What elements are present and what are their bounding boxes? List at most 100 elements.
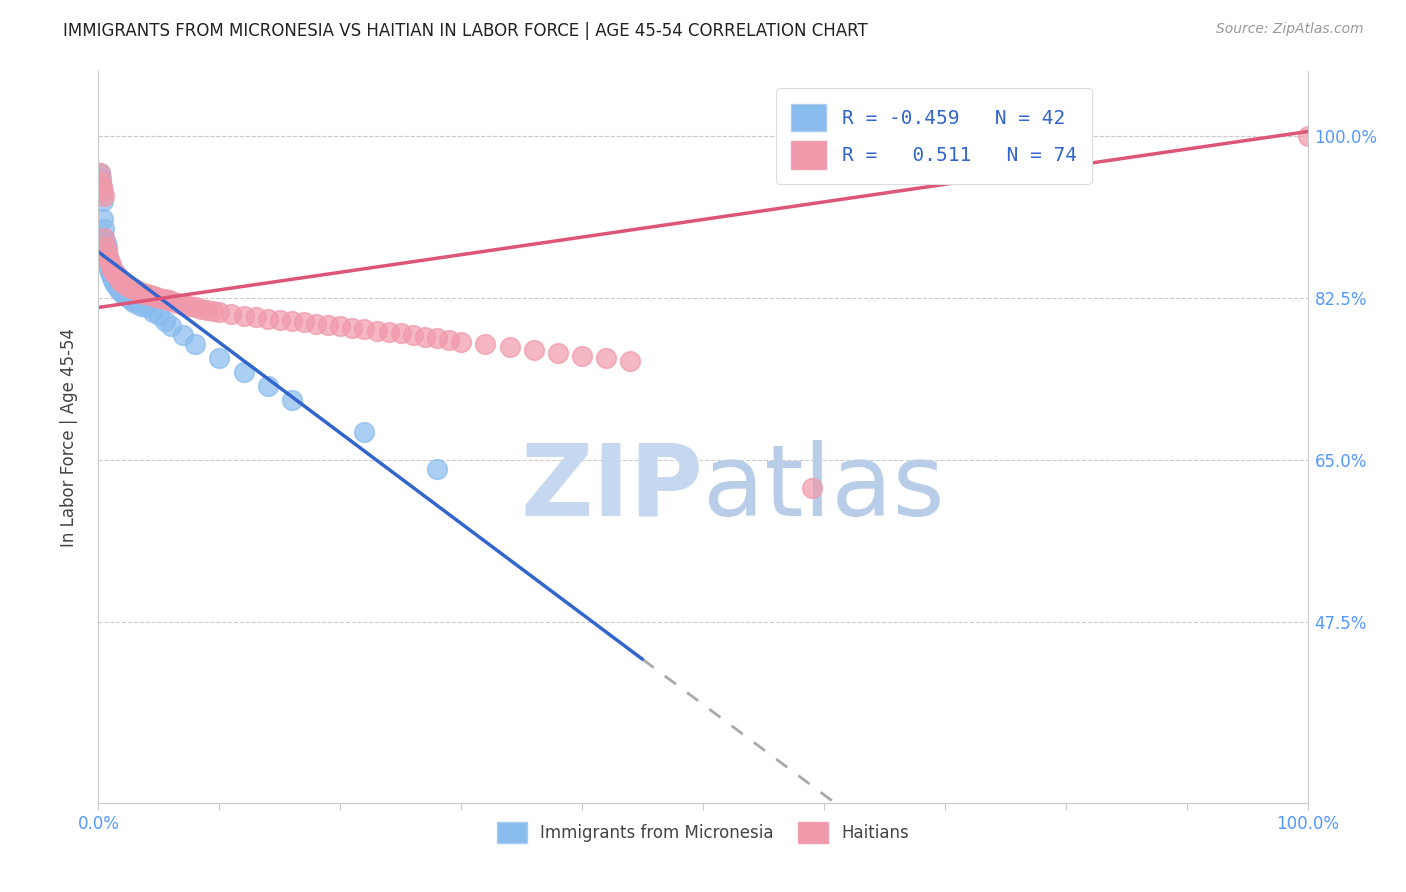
Point bbox=[91, 180, 114, 194]
Point bbox=[97, 254, 120, 268]
Point bbox=[124, 282, 146, 296]
Point bbox=[93, 189, 115, 203]
Point bbox=[100, 262, 122, 277]
Point bbox=[96, 244, 118, 259]
Point bbox=[114, 289, 136, 303]
Point bbox=[90, 170, 112, 185]
Point bbox=[93, 221, 115, 235]
Point bbox=[93, 231, 115, 245]
Point bbox=[208, 351, 231, 366]
Point bbox=[402, 328, 425, 343]
Point bbox=[132, 286, 155, 301]
Point bbox=[120, 281, 142, 295]
Point bbox=[90, 176, 112, 190]
Point bbox=[101, 273, 124, 287]
Point bbox=[208, 305, 231, 319]
Point bbox=[104, 267, 127, 281]
Point bbox=[148, 291, 170, 305]
Point bbox=[91, 212, 114, 227]
Point bbox=[202, 304, 225, 318]
Point bbox=[305, 317, 328, 331]
Point bbox=[245, 310, 267, 324]
Point bbox=[94, 240, 117, 254]
Text: Source: ZipAtlas.com: Source: ZipAtlas.com bbox=[1216, 22, 1364, 37]
Point bbox=[281, 314, 304, 328]
Point bbox=[129, 285, 152, 299]
Point bbox=[292, 315, 315, 329]
Point bbox=[166, 295, 188, 310]
Point bbox=[377, 326, 399, 340]
Point bbox=[190, 302, 212, 317]
Point bbox=[342, 321, 364, 335]
Point bbox=[148, 308, 170, 322]
Point bbox=[389, 326, 412, 341]
Point bbox=[195, 303, 218, 318]
Point bbox=[232, 309, 254, 323]
Point bbox=[135, 287, 157, 301]
Point bbox=[108, 273, 131, 287]
Point bbox=[100, 257, 122, 271]
Point bbox=[413, 330, 436, 344]
Point bbox=[96, 240, 118, 254]
Point bbox=[100, 263, 122, 277]
Point bbox=[121, 293, 143, 308]
Point bbox=[107, 269, 129, 284]
Point bbox=[94, 235, 117, 250]
Point bbox=[172, 328, 194, 343]
Point bbox=[93, 231, 115, 245]
Text: atlas: atlas bbox=[703, 440, 945, 537]
Point bbox=[221, 307, 243, 321]
Point bbox=[129, 299, 152, 313]
Point bbox=[105, 279, 128, 293]
Point bbox=[117, 279, 139, 293]
Point bbox=[111, 286, 134, 301]
Point bbox=[101, 263, 124, 277]
Point bbox=[91, 194, 114, 208]
Point bbox=[450, 334, 472, 349]
Point bbox=[114, 277, 136, 292]
Point bbox=[96, 244, 118, 259]
Legend: Immigrants from Micronesia, Haitians: Immigrants from Micronesia, Haitians bbox=[489, 815, 917, 849]
Point bbox=[97, 250, 120, 264]
Y-axis label: In Labor Force | Age 45-54: In Labor Force | Age 45-54 bbox=[59, 327, 77, 547]
Point bbox=[98, 263, 121, 277]
Point bbox=[153, 314, 176, 328]
Point bbox=[104, 277, 127, 292]
Point bbox=[118, 291, 141, 305]
Point bbox=[111, 276, 134, 290]
Point bbox=[437, 333, 460, 347]
Point bbox=[160, 293, 183, 308]
Point bbox=[97, 250, 120, 264]
Point bbox=[107, 281, 129, 295]
Point bbox=[105, 268, 128, 282]
Point bbox=[127, 284, 149, 298]
Point bbox=[91, 180, 114, 194]
Point bbox=[100, 268, 122, 282]
Point bbox=[179, 299, 201, 313]
Point bbox=[547, 346, 569, 360]
Point bbox=[800, 481, 823, 495]
Point bbox=[153, 292, 176, 306]
Point bbox=[142, 289, 165, 303]
Point bbox=[103, 275, 125, 289]
Point bbox=[110, 275, 132, 289]
Point bbox=[98, 259, 121, 273]
Point bbox=[98, 254, 121, 268]
Point bbox=[160, 318, 183, 333]
Point bbox=[157, 293, 180, 307]
Point bbox=[142, 305, 165, 319]
Point bbox=[124, 295, 146, 310]
Point bbox=[135, 301, 157, 315]
Text: IMMIGRANTS FROM MICRONESIA VS HAITIAN IN LABOR FORCE | AGE 45-54 CORRELATION CHA: IMMIGRANTS FROM MICRONESIA VS HAITIAN IN… bbox=[63, 22, 868, 40]
Point bbox=[571, 349, 593, 363]
Point bbox=[118, 280, 141, 294]
Point bbox=[353, 322, 375, 336]
Point bbox=[474, 337, 496, 351]
Point bbox=[103, 265, 125, 279]
Point bbox=[100, 269, 122, 284]
Point bbox=[1296, 129, 1319, 144]
Point bbox=[281, 392, 304, 407]
Point bbox=[619, 354, 641, 368]
Point bbox=[172, 298, 194, 312]
Point bbox=[426, 331, 449, 345]
